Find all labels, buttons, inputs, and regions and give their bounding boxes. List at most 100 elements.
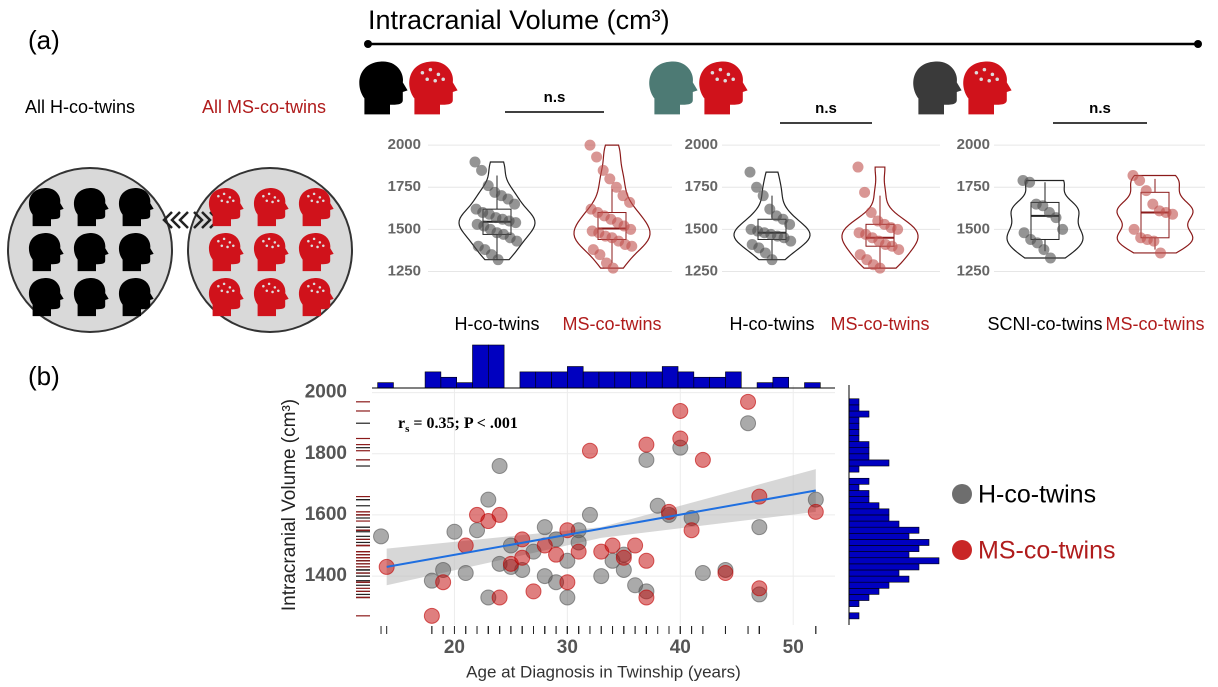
- head-dot: [277, 289, 280, 293]
- category-label: MS-co-twins: [562, 314, 661, 334]
- head: [409, 61, 458, 115]
- data-point: [480, 491, 497, 508]
- head-dot: [316, 200, 319, 204]
- data-point: [469, 156, 481, 168]
- histogram-bar: [848, 520, 900, 528]
- head-shape: [253, 188, 289, 227]
- y-tick-label: 2000: [305, 382, 347, 403]
- histogram-bar: [377, 382, 394, 389]
- y-tick-label: 1500: [388, 220, 421, 237]
- diagram-label: All H-co-twins: [25, 97, 135, 117]
- histogram-bar: [848, 404, 860, 412]
- category-label: SCNI-co-twins: [987, 314, 1102, 334]
- data-point: [492, 254, 504, 266]
- histogram-bar: [519, 371, 537, 389]
- head-icons: [28, 61, 1012, 317]
- histogram-bar: [661, 366, 679, 389]
- data-point: [740, 415, 757, 432]
- data-point: [624, 196, 636, 208]
- head-dot: [222, 282, 226, 286]
- diagram-label: All MS-co-twins: [202, 97, 326, 117]
- histogram-bar: [848, 484, 860, 491]
- histogram-bar: [848, 575, 910, 583]
- data-point: [604, 537, 621, 554]
- histogram-bar: [848, 539, 930, 546]
- data-point: [893, 244, 905, 256]
- data-point: [514, 549, 531, 566]
- significance-label: n.s: [1089, 100, 1111, 117]
- head-dot: [318, 196, 322, 199]
- head-shape: [118, 278, 154, 317]
- histogram-bar: [677, 371, 695, 389]
- y-tick-label: 1500: [957, 220, 990, 237]
- annotation: rs = 0.35; P < .001: [398, 415, 518, 435]
- head-shape: [649, 61, 698, 115]
- head-shape: [118, 188, 154, 227]
- head-shape: [699, 61, 748, 115]
- panel-label: (b): [28, 361, 60, 391]
- x-tick-label: 20: [444, 637, 465, 658]
- data-point: [1037, 200, 1049, 212]
- head: [73, 233, 109, 272]
- data-point: [491, 506, 508, 523]
- head-dot: [436, 72, 441, 77]
- annotation-part: s: [405, 423, 410, 435]
- head: [298, 233, 334, 272]
- violin: [1116, 174, 1194, 254]
- data-point: [491, 458, 508, 475]
- head-dot: [273, 196, 277, 199]
- data-point: [482, 180, 494, 192]
- category-label: MS-co-twins: [1105, 314, 1204, 334]
- head-shape: [409, 61, 458, 115]
- head-dot: [420, 71, 425, 75]
- head-shape: [359, 61, 408, 115]
- head-dot: [267, 237, 271, 241]
- head-shape: [73, 188, 109, 227]
- head: [208, 278, 244, 317]
- head-dot: [310, 289, 314, 293]
- header-title: Intracranial Volume (cm³): [368, 5, 670, 35]
- data-point: [627, 577, 644, 594]
- head-dot: [277, 244, 280, 248]
- head-dot: [222, 237, 226, 241]
- histogram-bar: [535, 371, 552, 389]
- head-dot: [425, 77, 429, 81]
- data-point: [607, 262, 619, 274]
- data-point: [892, 223, 904, 235]
- head-dot: [273, 241, 277, 244]
- significance-label: n.s: [815, 100, 837, 117]
- data-point: [536, 519, 553, 536]
- head-shape: [118, 233, 154, 272]
- confidence-band: [386, 469, 816, 586]
- head-dot: [710, 71, 715, 75]
- data-point: [638, 451, 655, 468]
- data-point: [694, 565, 711, 582]
- histogram-bar: [614, 371, 631, 389]
- data-point: [759, 247, 771, 259]
- data-point: [457, 537, 474, 554]
- data-point: [874, 262, 886, 274]
- head-dot: [265, 199, 269, 203]
- histogram-bar: [709, 376, 726, 389]
- data-point: [548, 546, 565, 563]
- histogram-bar: [488, 344, 505, 389]
- histogram-bar: [848, 459, 890, 467]
- data-point: [751, 580, 768, 597]
- head-dot: [433, 79, 437, 83]
- data-point: [1018, 227, 1030, 239]
- data-point: [1050, 212, 1062, 224]
- data-point: [584, 139, 596, 151]
- x-tick-label: 30: [557, 637, 578, 658]
- data-point: [581, 442, 598, 459]
- head-shape: [208, 278, 244, 317]
- head-dot: [271, 290, 274, 294]
- data-point: [435, 574, 452, 591]
- panel-label: (a): [28, 25, 60, 55]
- histogram-bar: [848, 612, 860, 620]
- head-shape: [913, 61, 962, 115]
- histogram-bar: [848, 557, 940, 565]
- rule-end: [364, 40, 372, 48]
- head-dot: [307, 284, 310, 288]
- head-dot: [322, 289, 325, 293]
- data-point: [672, 430, 689, 447]
